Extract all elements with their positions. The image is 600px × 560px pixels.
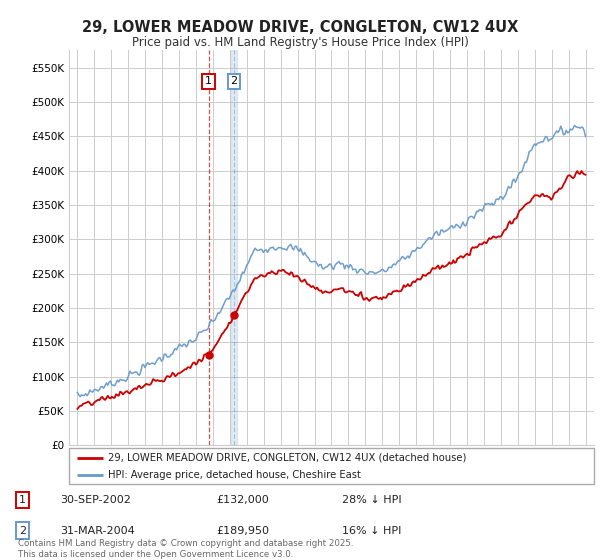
Text: £189,950: £189,950 <box>216 526 269 535</box>
Text: 1: 1 <box>19 495 26 505</box>
Text: 30-SEP-2002: 30-SEP-2002 <box>60 495 131 505</box>
Text: Price paid vs. HM Land Registry's House Price Index (HPI): Price paid vs. HM Land Registry's House … <box>131 36 469 49</box>
Text: 29, LOWER MEADOW DRIVE, CONGLETON, CW12 4UX (detached house): 29, LOWER MEADOW DRIVE, CONGLETON, CW12 … <box>109 453 467 463</box>
Text: 16% ↓ HPI: 16% ↓ HPI <box>342 526 401 535</box>
Text: HPI: Average price, detached house, Cheshire East: HPI: Average price, detached house, Ches… <box>109 470 361 480</box>
Text: 2: 2 <box>230 76 238 86</box>
Text: Contains HM Land Registry data © Crown copyright and database right 2025.
This d: Contains HM Land Registry data © Crown c… <box>18 539 353 559</box>
Text: 31-MAR-2004: 31-MAR-2004 <box>60 526 135 535</box>
Text: £132,000: £132,000 <box>216 495 269 505</box>
Text: 1: 1 <box>205 76 212 86</box>
Text: 2: 2 <box>19 526 26 535</box>
Text: 29, LOWER MEADOW DRIVE, CONGLETON, CW12 4UX: 29, LOWER MEADOW DRIVE, CONGLETON, CW12 … <box>82 20 518 35</box>
Bar <box>231 50 237 445</box>
Text: 28% ↓ HPI: 28% ↓ HPI <box>342 495 401 505</box>
FancyBboxPatch shape <box>69 448 594 484</box>
